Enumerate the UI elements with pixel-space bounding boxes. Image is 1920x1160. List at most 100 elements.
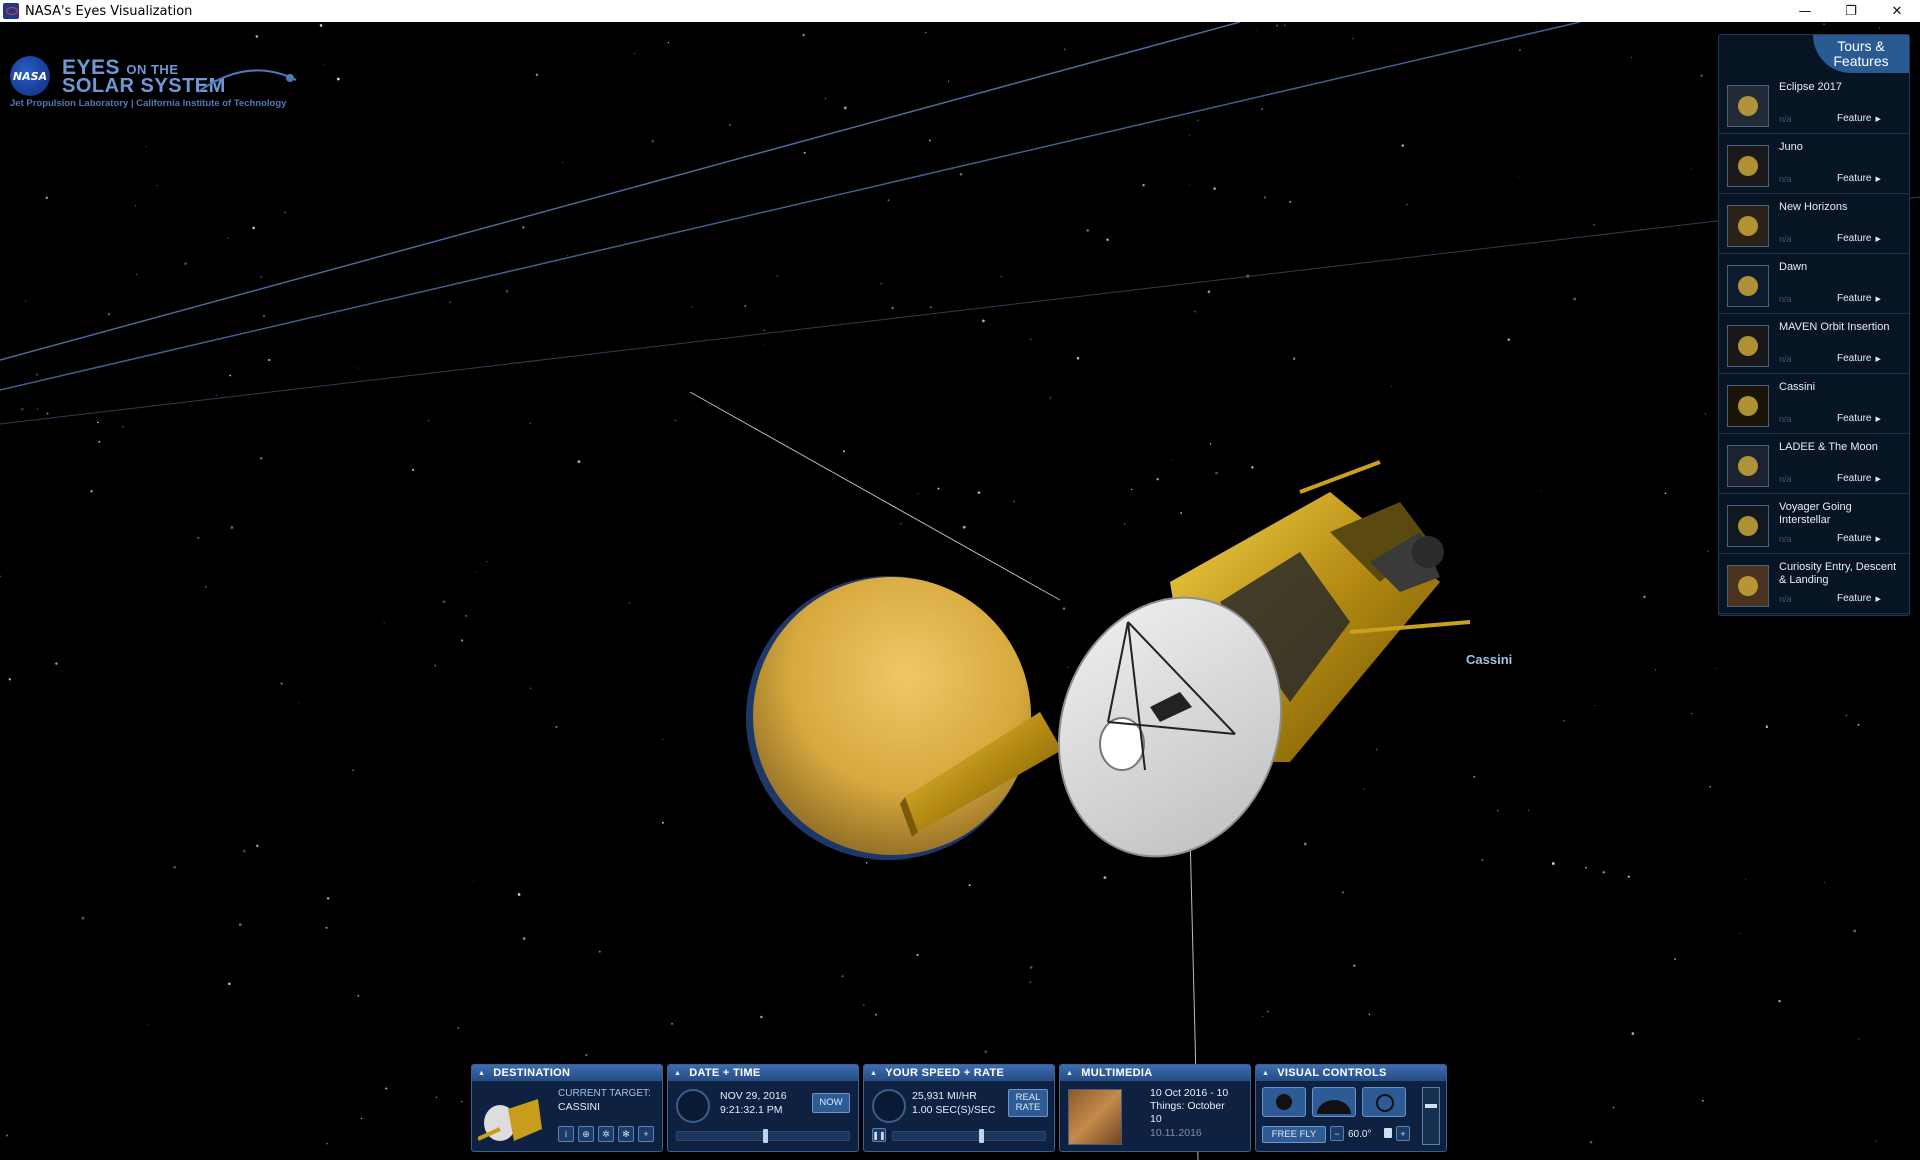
minimize-button[interactable]: —	[1798, 3, 1812, 19]
zoom-slider[interactable]	[1422, 1087, 1440, 1145]
time-slider-thumb[interactable]	[763, 1129, 768, 1143]
pause-button[interactable]: ❚❚	[872, 1128, 886, 1142]
planet-view-button[interactable]	[1262, 1087, 1306, 1117]
tour-feature-link[interactable]: Feature ▶	[1837, 233, 1881, 244]
tour-item-name[interactable]: MAVEN Orbit Insertion	[1779, 321, 1890, 333]
rate-slider[interactable]	[892, 1129, 1046, 1143]
star	[1256, 30, 1257, 32]
star	[802, 34, 805, 37]
tour-feature-link[interactable]: Feature ▶	[1837, 113, 1881, 124]
star	[55, 662, 58, 665]
star	[122, 426, 124, 428]
visual-controls-title: VISUAL CONTROLS	[1277, 1067, 1387, 1079]
date-value: NOV 29, 2016	[720, 1090, 787, 1102]
date-time-header[interactable]: ▲ DATE + TIME	[668, 1065, 858, 1081]
tour-item-name[interactable]: Voyager Going Interstellar	[1779, 501, 1852, 526]
maven-spacecraft-icon[interactable]	[1727, 325, 1769, 367]
ladee-moon-icon[interactable]	[1727, 445, 1769, 487]
restore-button[interactable]: ❐	[1845, 3, 1857, 19]
fov-decrease-button[interactable]: −	[1330, 1126, 1344, 1141]
star	[1194, 310, 1196, 313]
settings-button[interactable]: ✻	[618, 1126, 634, 1142]
multimedia-thumbnail[interactable]	[1068, 1089, 1122, 1145]
star	[1778, 999, 1781, 1003]
close-button[interactable]: ✕	[1891, 3, 1903, 19]
add-button[interactable]: +	[638, 1126, 654, 1142]
tour-item[interactable]: Curiosity Entry, Descent & Landing n/a Fea…	[1719, 555, 1909, 614]
speed-dial-icon[interactable]	[872, 1089, 906, 1123]
tour-item-name[interactable]: LADEE & The Moon	[1779, 441, 1878, 453]
star	[360, 1117, 363, 1120]
target-view-button[interactable]	[1362, 1087, 1406, 1117]
info-button[interactable]: i	[558, 1126, 574, 1142]
free-fly-button[interactable]: FREE FLY	[1262, 1126, 1326, 1143]
tour-feature-link[interactable]: Feature ▶	[1837, 353, 1881, 364]
tour-feature-link[interactable]: Feature ▶	[1837, 533, 1881, 544]
new-horizons-icon[interactable]	[1727, 205, 1769, 247]
rate-slider-thumb[interactable]	[979, 1129, 984, 1143]
juno-spacecraft-icon[interactable]	[1727, 145, 1769, 187]
horizon-view-button[interactable]	[1312, 1087, 1356, 1117]
spacecraft-label[interactable]: Cassini	[1466, 652, 1513, 667]
tour-item-name[interactable]: Curiosity Entry, Descent & Landing	[1779, 561, 1897, 586]
tour-feature-link[interactable]: Feature ▶	[1837, 473, 1881, 484]
tour-item-name[interactable]: Juno	[1779, 141, 1803, 153]
multimedia-header[interactable]: ▲ MULTIMEDIA	[1060, 1065, 1250, 1081]
moon-eclipse-icon[interactable]	[1727, 85, 1769, 127]
cassini-spacecraft[interactable]	[900, 460, 1471, 888]
tour-item[interactable]: New Horizons n/a Feature ▶	[1719, 195, 1909, 254]
star	[1845, 714, 1848, 717]
curiosity-rover-icon[interactable]	[1727, 565, 1769, 607]
star	[411, 468, 415, 472]
time-slider[interactable]	[676, 1129, 850, 1143]
nasa-logo-icon: NASA	[10, 56, 50, 96]
tour-item[interactable]: MAVEN Orbit Insertion n/a Feature ▶	[1719, 315, 1909, 374]
tour-item-name[interactable]: Dawn	[1779, 261, 1808, 273]
dawn-spacecraft-icon[interactable]	[1727, 265, 1769, 307]
tour-item[interactable]: LADEE & The Moon n/a Feature ▶	[1719, 435, 1909, 494]
tour-item-name[interactable]: New Horizons	[1779, 201, 1848, 213]
tour-item[interactable]: Dawn n/a Feature ▶	[1719, 255, 1909, 314]
voyager-icon[interactable]	[1727, 505, 1769, 547]
clock-dial-icon[interactable]	[676, 1089, 710, 1123]
tour-item[interactable]: Voyager Going Interstellar n/a Feature ▶	[1719, 495, 1909, 554]
play-arrow-icon: ▶	[1875, 416, 1881, 423]
multimedia-line-1[interactable]: 10 Oct 2016 - 10	[1150, 1087, 1229, 1099]
lock-icon[interactable]	[1384, 1128, 1392, 1138]
visual-controls-header[interactable]: ▲ VISUAL CONTROLS	[1256, 1065, 1446, 1081]
speed-rate-header[interactable]: ▲ YOUR SPEED + RATE	[864, 1065, 1054, 1081]
real-rate-button[interactable]: REAL RATE	[1008, 1089, 1048, 1117]
titan-moon[interactable]	[746, 576, 1031, 860]
cassini-spacecraft-icon[interactable]	[1727, 385, 1769, 427]
multimedia-line-3[interactable]: 10	[1150, 1113, 1162, 1125]
tour-feature-link[interactable]: Feature ▶	[1837, 413, 1881, 424]
tour-feature-link[interactable]: Feature ▶	[1837, 593, 1881, 604]
star	[634, 52, 636, 54]
star	[691, 306, 693, 308]
star	[1627, 875, 1630, 878]
logo-jpl-caption: Jet Propulsion Laboratory | California I…	[10, 98, 287, 109]
star	[1857, 723, 1860, 726]
star	[1585, 866, 1588, 869]
destination-header[interactable]: ▲ DESTINATION	[472, 1065, 662, 1081]
tour-item[interactable]: Juno n/a Feature ▶	[1719, 135, 1909, 194]
tours-features-button[interactable]: Tours & Features	[1813, 35, 1909, 73]
tour-feature-link[interactable]: Feature ▶	[1837, 173, 1881, 184]
tour-feature-link[interactable]: Feature ▶	[1837, 293, 1881, 304]
tour-item[interactable]: Eclipse 2017 n/a Feature ▶	[1719, 75, 1909, 134]
space-viewport[interactable]: NASA EYES ON THE SOLAR SYSTEM Jet Propul…	[0, 22, 1920, 1160]
star	[517, 893, 521, 896]
now-button[interactable]: NOW	[812, 1093, 850, 1113]
tour-item-name[interactable]: Cassini	[1779, 381, 1816, 393]
target-button[interactable]: ⊕	[578, 1126, 594, 1142]
zoom-slider-thumb[interactable]	[1425, 1104, 1437, 1108]
tour-item-name[interactable]: Eclipse 2017	[1779, 81, 1842, 93]
star	[461, 1100, 463, 1103]
star	[1540, 490, 1542, 492]
multimedia-line-2[interactable]: Things: October	[1150, 1100, 1225, 1112]
destination-panel: ▲ DESTINATION CURRENT TARGET: CASSINI i …	[471, 1064, 663, 1152]
tour-item[interactable]: Cassini n/a Feature ▶	[1719, 375, 1909, 434]
tools-button[interactable]: ✲	[598, 1126, 614, 1142]
fov-increase-button[interactable]: +	[1396, 1126, 1410, 1141]
star	[325, 926, 328, 929]
